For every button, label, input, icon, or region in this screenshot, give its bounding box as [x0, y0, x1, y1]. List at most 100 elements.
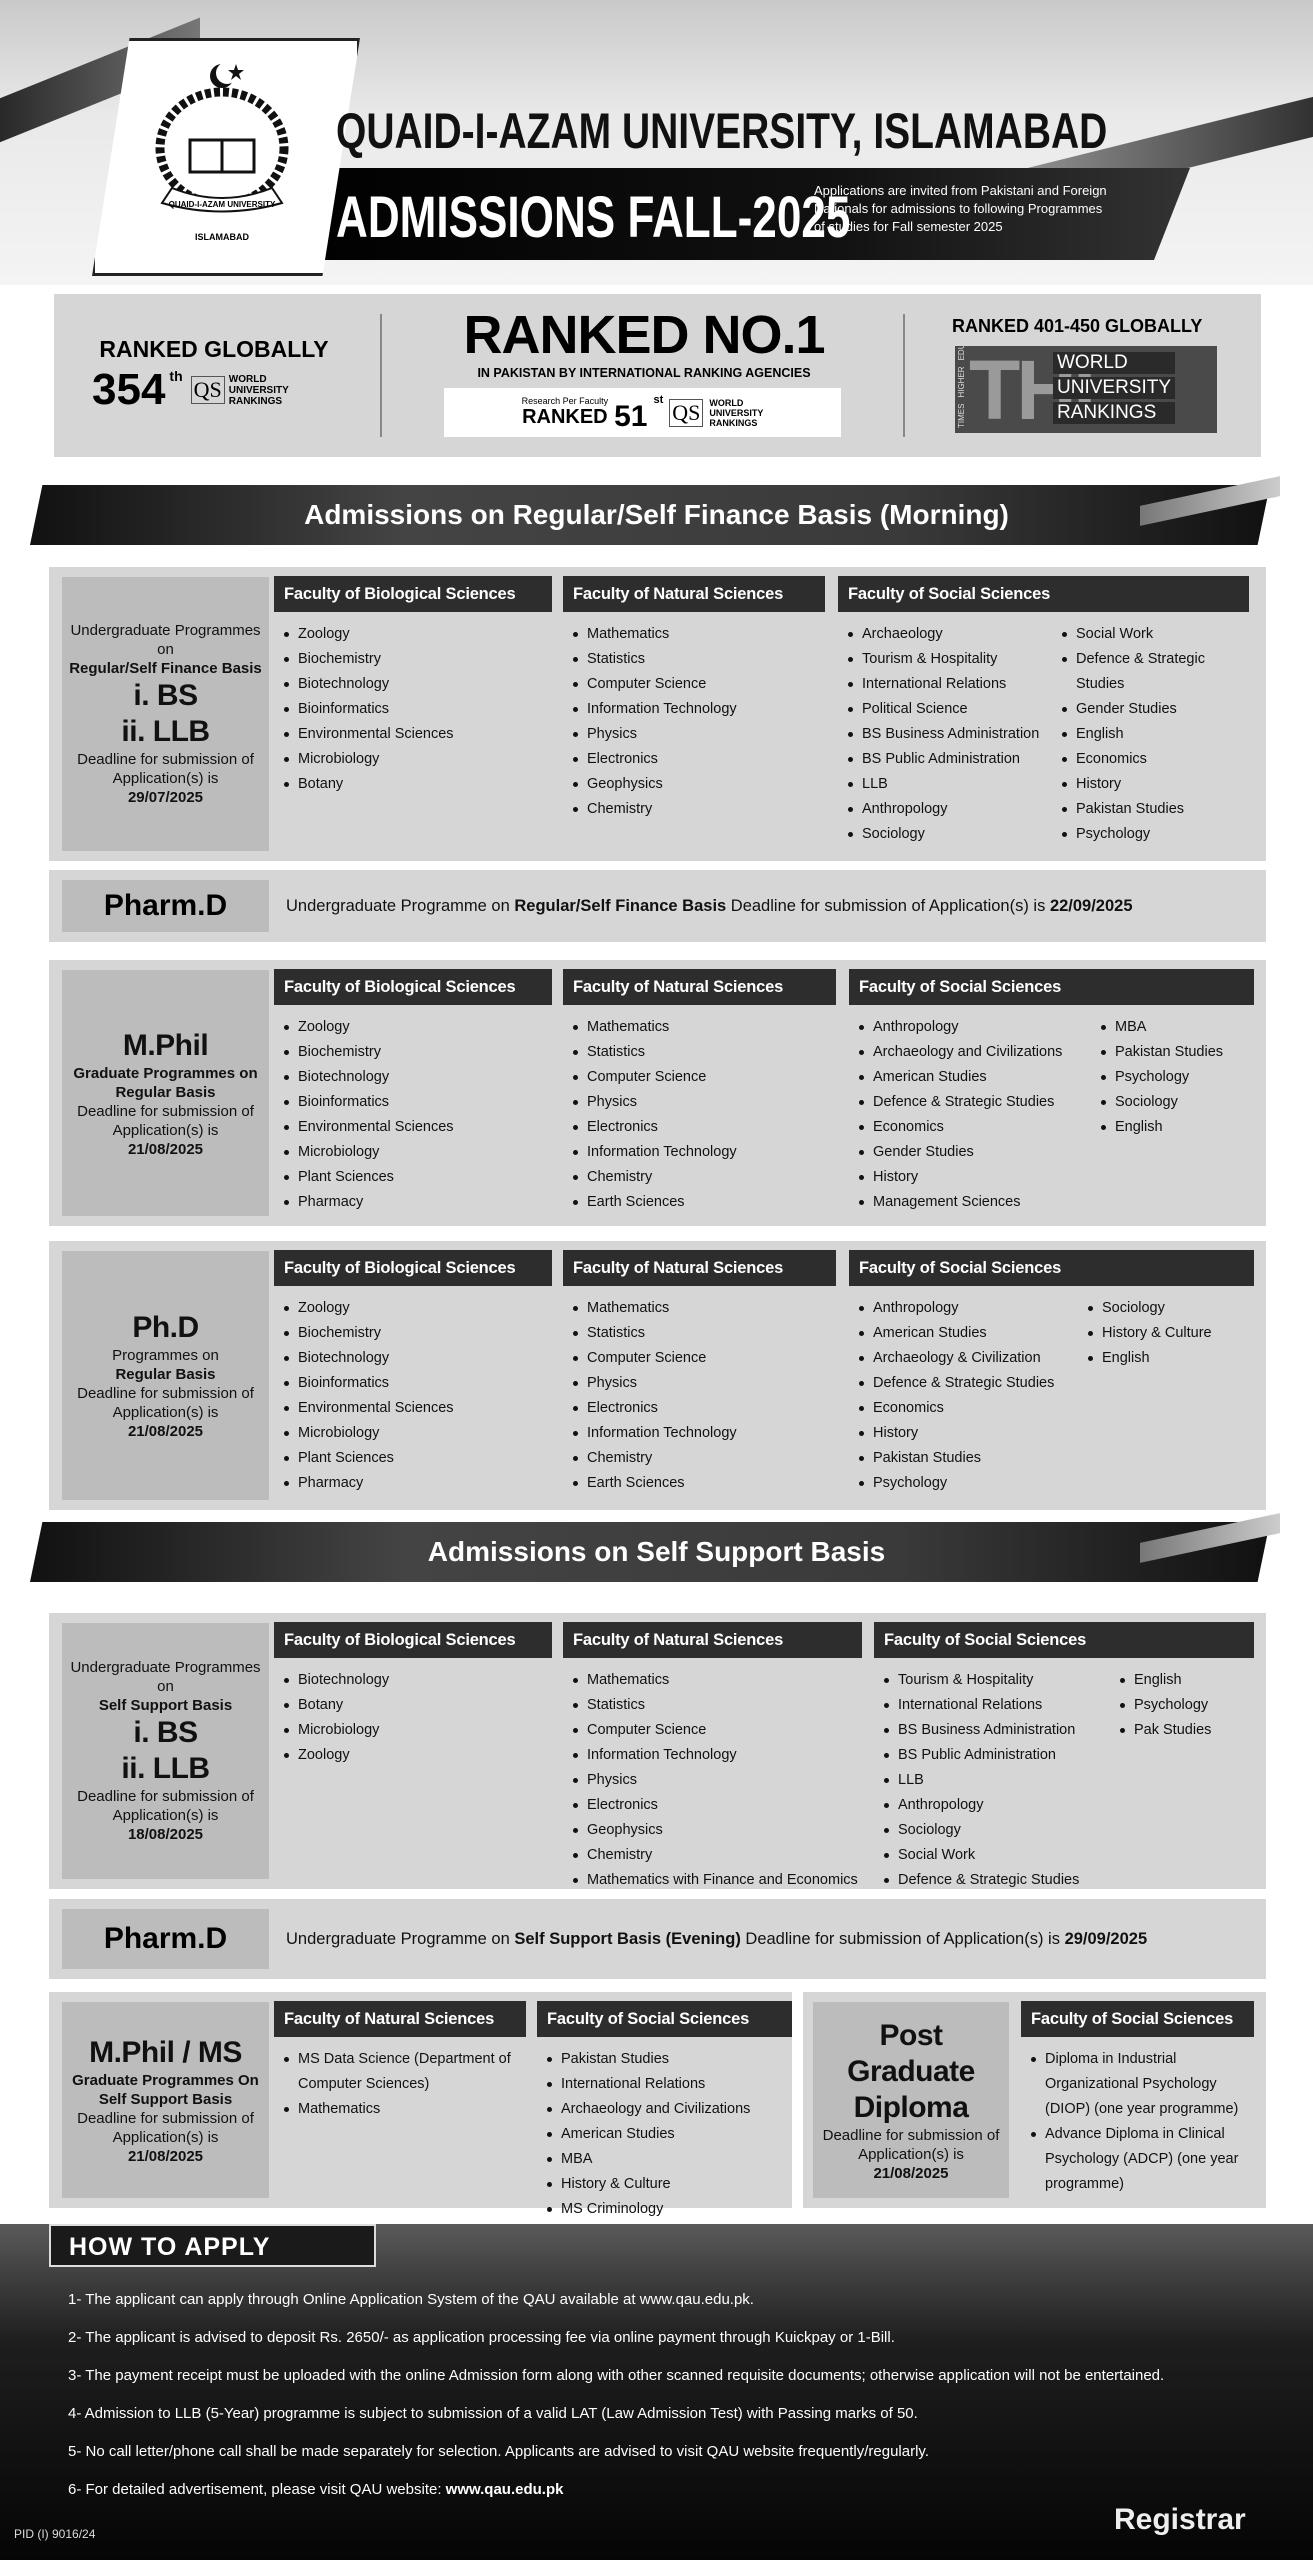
programme-item: Political Science: [838, 697, 1052, 722]
bullet: [573, 1456, 578, 1461]
bullet: [573, 632, 578, 637]
panel-line: Deadline for submission of Application(s…: [77, 1788, 254, 1824]
bullet: [573, 1150, 578, 1155]
programme-name: Statistics: [587, 651, 646, 667]
faculty-list: Zoology Biochemistry Biotechnology Bioinfor…: [274, 622, 552, 797]
bullet: [573, 1431, 578, 1436]
banner-title: Admissions on Self Support Basis: [427, 1536, 886, 1567]
bullet: [859, 1175, 864, 1180]
per-faculty-box: Research Per Faculty RANKED 51 st QS WOR…: [444, 388, 841, 437]
programme-item: BS Public Administration: [874, 1743, 1110, 1768]
programme-name: Information Technology: [587, 701, 737, 717]
programme-name: Statistics: [587, 1044, 646, 1060]
programme-item: American Studies: [849, 1065, 1091, 1090]
bullet: [573, 1878, 578, 1883]
bullet: [284, 1381, 289, 1386]
panel-line: 21/08/2025: [127, 1423, 204, 1440]
bullet: [573, 1306, 578, 1311]
bullet: [859, 1200, 864, 1205]
bullet: [859, 1406, 864, 1411]
bullet: [1062, 807, 1067, 812]
programme-name: American Studies: [873, 1069, 987, 1085]
the-label: RANKED 401-450 GLOBALLY: [952, 316, 1203, 336]
programme-name: LLB: [898, 1772, 924, 1788]
faculty-header: Faculty of Natural Sciences: [563, 576, 825, 612]
programme-item: Geophysics: [563, 1818, 862, 1843]
programme-item: Computer Science: [563, 1718, 862, 1743]
programme-name: Chemistry: [587, 801, 653, 817]
bullet: [284, 1100, 289, 1105]
programme-name: BS Business Administration: [898, 1722, 1076, 1738]
programme-item: Statistics: [563, 1693, 862, 1718]
programme-item: Mathematics with Finance and Economics: [563, 1868, 862, 1893]
programme-name: Archaeology and Civilizations: [873, 1044, 1063, 1060]
bullet: [848, 732, 853, 737]
programme-item: Statistics: [563, 1040, 836, 1065]
programme-name: History & Culture: [561, 2176, 671, 2192]
programme-item: Zoology: [274, 1296, 552, 1321]
programme-item: Anthropology: [849, 1015, 1091, 1040]
programme-name: English: [1115, 1119, 1163, 1135]
programme-name: Chemistry: [587, 1847, 653, 1863]
programme-name: Political Science: [862, 701, 968, 717]
programme-name: Mathematics: [587, 1300, 670, 1316]
text: Deadline for submission of Application(s…: [726, 897, 1050, 915]
divider: [380, 314, 382, 437]
programme-item: Advance Diploma in Clinical Psychology (…: [1021, 2122, 1254, 2197]
programme-name: Statistics: [587, 1325, 646, 1341]
programme-name: English: [1134, 1672, 1182, 1688]
per-faculty: Research Per Faculty RANKED: [522, 396, 609, 429]
programme-name: History: [873, 1169, 919, 1185]
bullet: [848, 807, 853, 812]
programme-item: Pakistan Studies: [537, 2047, 792, 2072]
bullet: [573, 1331, 578, 1336]
programme-name: Electronics: [587, 751, 658, 767]
programme-name: Biotechnology: [298, 676, 390, 692]
programme-name: Sociology: [1102, 1300, 1165, 1316]
programme-item: Bioinformatics: [274, 1371, 552, 1396]
programme-item: Earth Sciences: [563, 1471, 836, 1496]
programme-name: Pak Studies: [1134, 1722, 1212, 1738]
programme-item: History & Culture: [537, 2172, 792, 2197]
per-faculty-suffix: st: [653, 394, 664, 406]
panel-line: Deadline for submission of Application(s…: [77, 1385, 254, 1421]
bullet: [884, 1803, 889, 1808]
programme-name: History & Culture: [1102, 1325, 1212, 1341]
text: 1- The applicant can apply through Onlin…: [68, 2291, 754, 2308]
bullet: [1062, 782, 1067, 787]
programme-item: Computer Science: [563, 1065, 836, 1090]
programme-name: Anthropology: [873, 1019, 959, 1035]
the-word: TIMES: [957, 403, 966, 428]
bullet: [1101, 1125, 1106, 1130]
qs-name-line: UNIVERSITY: [709, 407, 764, 418]
bullet: [284, 1481, 289, 1486]
programme-name: Electronics: [587, 1400, 658, 1416]
qs-name-line: WORLD: [709, 397, 744, 408]
programme-name: Management Sciences: [873, 1194, 1021, 1210]
how-to-apply-item: 2- The applicant is advised to deposit R…: [68, 2319, 1268, 2357]
pid: PID (I) 9016/24: [14, 2527, 96, 2541]
programme-name: Psychology: [1115, 1069, 1190, 1085]
bullet: [284, 1075, 289, 1080]
programme-item: Archaeology & Civilization: [849, 1346, 1078, 1371]
programme-item: Psychology: [1110, 1693, 1254, 1718]
programme-item: Sociology: [1078, 1296, 1254, 1321]
programme-name: Pharmacy: [298, 1475, 364, 1491]
text: 3- The payment receipt must be uploaded …: [68, 2367, 1165, 2384]
qs-rank-row: 354 th QS WORLD UNIVERSITY RANKINGS: [92, 368, 289, 412]
programme-panel: Post Graduate Diploma Deadline for submis…: [813, 2002, 1009, 2198]
programme-item: Anthropology: [838, 797, 1052, 822]
faculty-header: Faculty of Social Sciences: [874, 1622, 1254, 1658]
programme-name: BS Business Administration: [862, 726, 1040, 742]
programme-item: Electronics: [563, 1115, 836, 1140]
row-text: Undergraduate Programme on Regular/Self …: [286, 870, 1133, 942]
bullet: [859, 1431, 864, 1436]
bullet: [573, 1778, 578, 1783]
bullet: [284, 757, 289, 762]
bullet: [859, 1356, 864, 1361]
programme-item: History & Culture: [1078, 1321, 1254, 1346]
programme-item: Pakistan Studies: [849, 1446, 1078, 1471]
bullet: [859, 1050, 864, 1055]
panel-line: Post Graduate Diploma: [847, 2018, 975, 2124]
bullet: [859, 1381, 864, 1386]
